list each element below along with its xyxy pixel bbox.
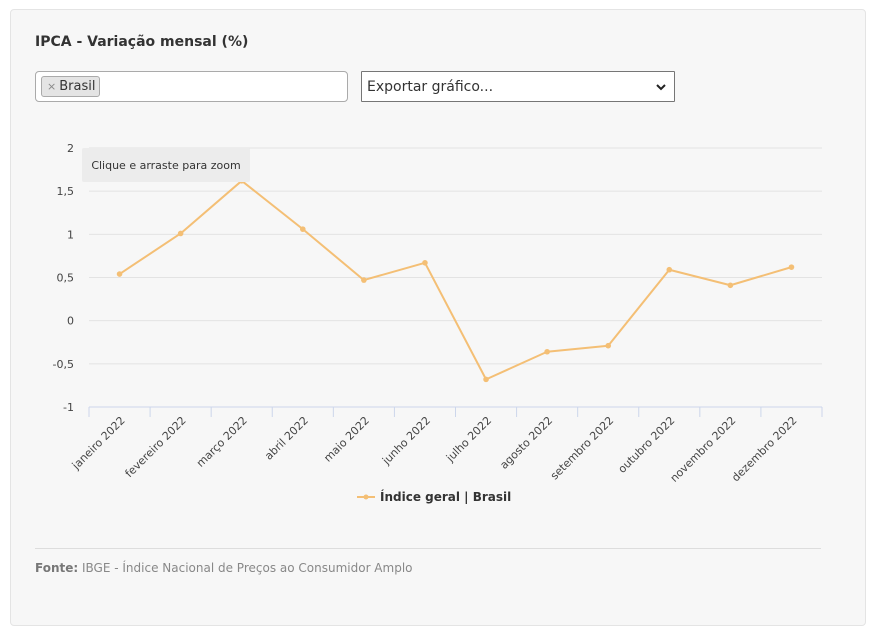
x-tick-label: abril 2022 bbox=[262, 414, 311, 463]
source-note: Fonte: IBGE - Índice Nacional de Preços … bbox=[35, 561, 413, 575]
x-tick-label: janeiro 2022 bbox=[69, 414, 128, 473]
data-point[interactable] bbox=[361, 277, 367, 283]
x-tick-label: maio 2022 bbox=[321, 414, 372, 465]
data-point[interactable] bbox=[605, 342, 612, 349]
y-tick-label: 2 bbox=[67, 142, 74, 155]
export-selected-value: Exportar gráfico... bbox=[367, 78, 494, 95]
grid-lines bbox=[89, 147, 822, 365]
chart-card bbox=[10, 9, 866, 626]
chip-label: Brasil bbox=[59, 79, 96, 94]
x-tick-label: fevereiro 2022 bbox=[123, 414, 189, 480]
x-tick-label: setembro 2022 bbox=[548, 414, 616, 482]
y-tick-label: 1,5 bbox=[57, 185, 75, 198]
x-tick-label: outubro 2022 bbox=[616, 414, 678, 476]
x-tick-label: junho 2022 bbox=[379, 414, 433, 468]
location-multiselect[interactable]: × Brasil bbox=[35, 71, 348, 102]
y-axis: -1 -0,5 0 0,5 1 1,5 2 bbox=[53, 142, 74, 414]
data-point[interactable] bbox=[483, 376, 489, 383]
chip-remove-icon[interactable]: × bbox=[47, 80, 57, 93]
y-tick-label: 0 bbox=[67, 315, 74, 328]
x-tick-label: novembro 2022 bbox=[668, 414, 739, 485]
data-point[interactable] bbox=[788, 264, 795, 270]
legend-label: Índice geral | Brasil bbox=[380, 490, 512, 504]
data-point[interactable] bbox=[544, 348, 550, 355]
chevron-down-icon bbox=[656, 84, 666, 91]
chart-title: IPCA - Variação mensal (%) bbox=[35, 34, 249, 50]
data-point[interactable] bbox=[666, 266, 673, 273]
footer-divider bbox=[35, 548, 821, 549]
zoom-hint-tooltip: Clique e arraste para zoom bbox=[82, 148, 250, 182]
source-text: IBGE - Índice Nacional de Preços ao Cons… bbox=[78, 561, 413, 575]
legend-item[interactable]: Índice geral | Brasil bbox=[357, 490, 511, 504]
data-point[interactable] bbox=[727, 282, 734, 289]
series-line[interactable] bbox=[118, 179, 792, 381]
legend-line-marker-icon bbox=[357, 494, 375, 500]
data-point[interactable] bbox=[177, 230, 184, 237]
data-point[interactable] bbox=[422, 260, 428, 266]
y-tick-label: -0,5 bbox=[53, 358, 74, 371]
x-tick-label: dezembro 2022 bbox=[729, 414, 799, 484]
selected-location-chip: × Brasil bbox=[41, 76, 101, 97]
y-tick-label: 1 bbox=[67, 228, 74, 241]
y-tick-label: 0,5 bbox=[57, 272, 75, 285]
data-point[interactable] bbox=[299, 226, 306, 232]
x-tick-label: março 2022 bbox=[194, 414, 250, 470]
y-tick-label: -1 bbox=[63, 401, 74, 414]
data-point[interactable] bbox=[116, 271, 123, 277]
series-indice-geral-brasil[interactable] bbox=[116, 178, 795, 383]
x-tick-label: julho 2022 bbox=[443, 414, 494, 465]
export-chart-select[interactable]: Exportar gráfico... bbox=[361, 71, 675, 102]
source-label: Fonte: bbox=[35, 561, 79, 575]
x-tick-label: agosto 2022 bbox=[497, 414, 555, 472]
